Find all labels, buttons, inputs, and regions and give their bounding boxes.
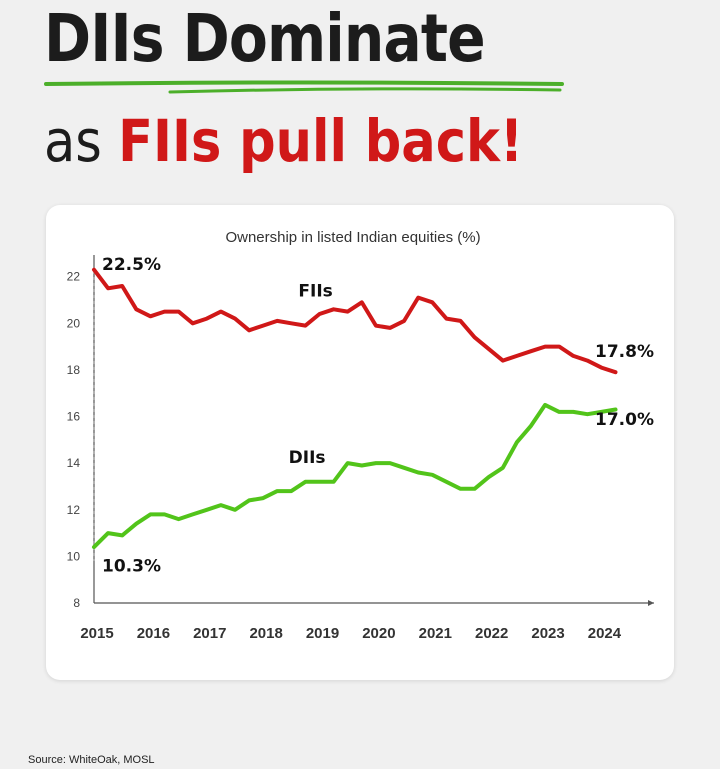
x-tick-label: 2018	[249, 625, 282, 642]
y-tick-label: 18	[67, 363, 81, 377]
x-tick-label: 2020	[362, 625, 395, 642]
series-line-fiis	[92, 267, 618, 375]
series-label-diis: DIIs	[289, 448, 326, 468]
chart-card: Ownership in listed Indian equities (%) …	[46, 205, 674, 680]
series-label-fiis: FIIs	[298, 281, 332, 301]
x-tick-label: 2024	[588, 625, 622, 642]
series-line-diis	[92, 402, 618, 550]
x-tick-label: 2015	[80, 625, 113, 642]
y-tick-label: 8	[73, 596, 80, 610]
x-tick-label: 2021	[419, 625, 452, 642]
subtitle-accent: FIIs pull back!	[118, 107, 524, 175]
headline-title: DIIs Dominate	[44, 0, 486, 77]
x-axis-arrow	[648, 600, 654, 606]
y-tick-label: 22	[67, 270, 81, 284]
line-chart: Ownership in listed Indian equities (%) …	[67, 229, 654, 642]
headline-underline	[44, 80, 564, 94]
y-tick-label: 10	[67, 549, 81, 563]
data-label-fii-start: 22.5%	[102, 255, 161, 275]
source-note: Source: WhiteOak, MOSL	[28, 754, 155, 766]
y-tick-label: 12	[67, 503, 81, 517]
x-tick-label: 2016	[137, 625, 170, 642]
subtitle-prefix: as	[44, 107, 102, 175]
y-tick-label: 20	[67, 316, 81, 330]
x-tick-label: 2019	[306, 625, 339, 642]
headline-subtitle: as FIIs pull back!	[44, 112, 523, 170]
data-label-fii-end: 17.8%	[595, 342, 654, 362]
y-tick-label: 14	[67, 456, 81, 470]
y-tick-label: 16	[67, 410, 81, 424]
chart-title: Ownership in listed Indian equities (%)	[225, 229, 480, 246]
x-tick-label: 2017	[193, 625, 226, 642]
data-label-dii-end: 17.0%	[595, 410, 654, 430]
data-label-dii-start: 10.3%	[102, 556, 161, 576]
x-tick-label: 2022	[475, 625, 508, 642]
x-tick-label: 2023	[531, 625, 564, 642]
